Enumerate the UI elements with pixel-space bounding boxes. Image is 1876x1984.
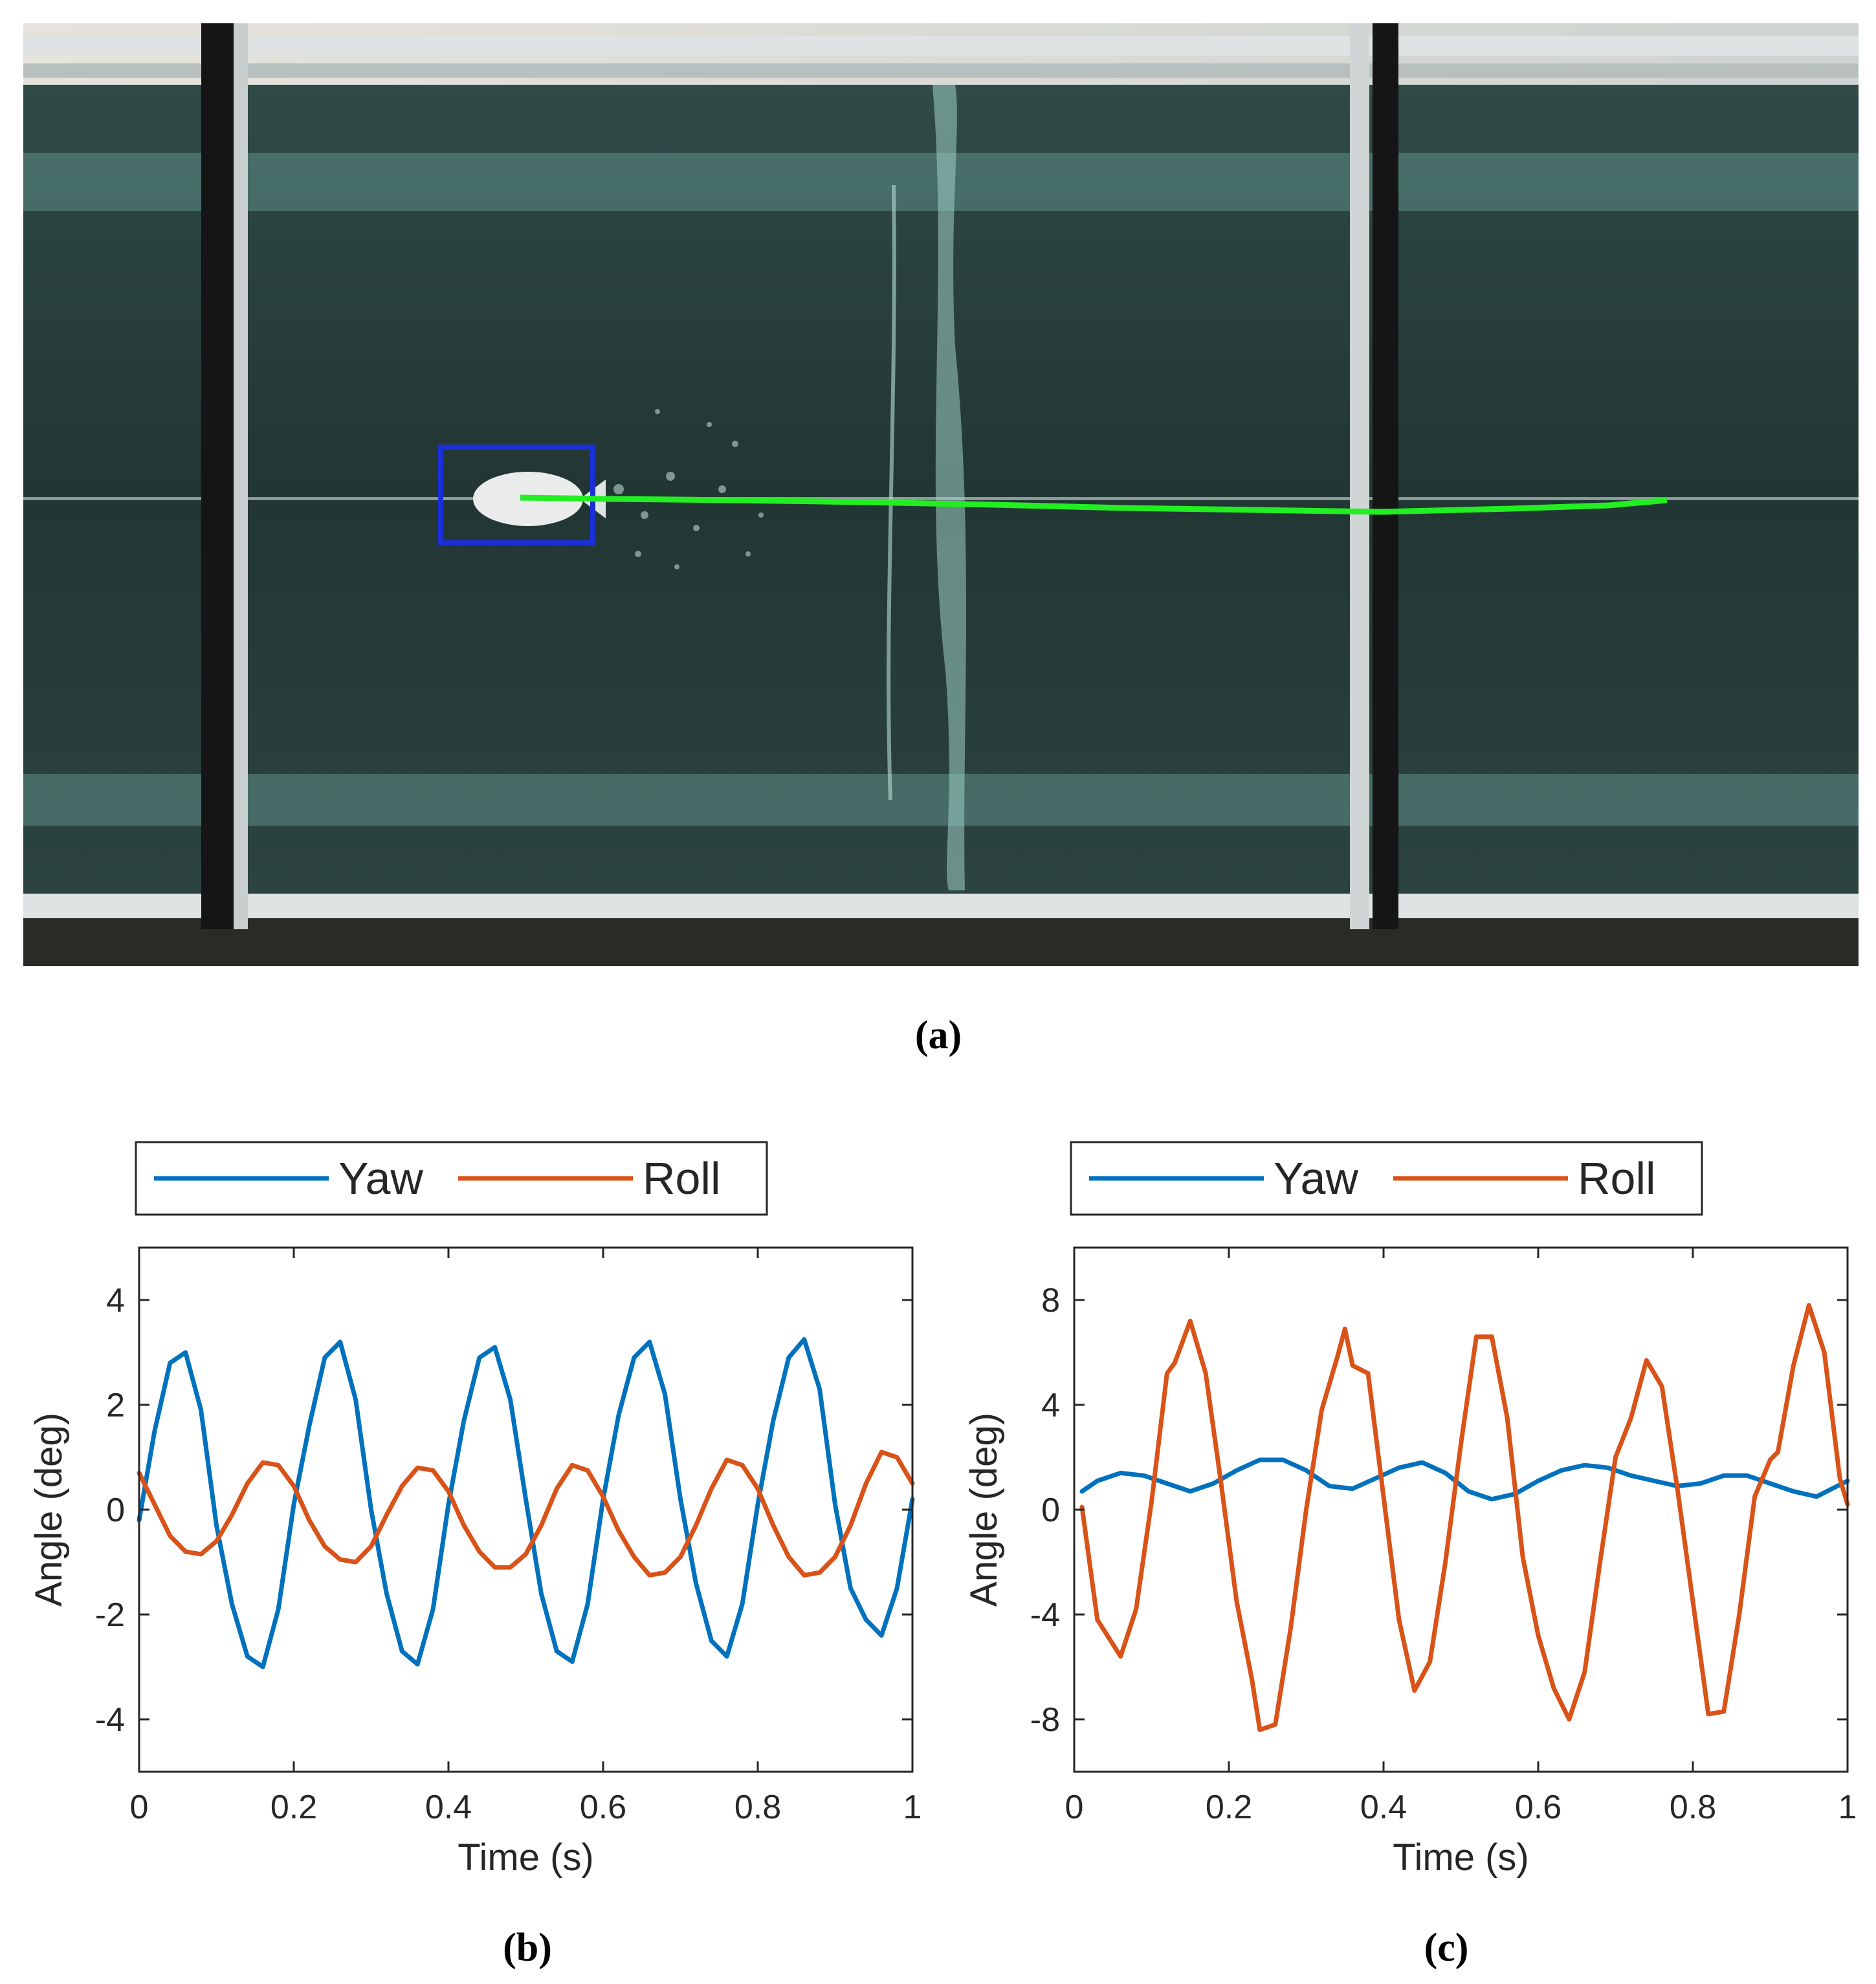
y-tick-label: 0 [1041, 1492, 1060, 1529]
y-tick-label: -2 [95, 1596, 125, 1634]
x-tick-label: 0.4 [425, 1789, 472, 1826]
top-rail-2 [23, 63, 1859, 78]
x-tick-label: 1 [1838, 1789, 1857, 1826]
top-rail [23, 36, 1859, 56]
left-post-rail [234, 23, 248, 929]
x-tick-label: 0.2 [270, 1789, 317, 1826]
series-line-roll [1079, 1303, 1850, 1732]
bottom-rail [23, 894, 1859, 918]
legend-label-yaw: Yaw [338, 1153, 423, 1204]
x-tick-label: 0.8 [734, 1789, 781, 1826]
x-tick-label: 0 [1065, 1789, 1084, 1826]
caption-c: (c) [1424, 1926, 1469, 1970]
trajectory-line [520, 494, 1668, 515]
y-tick-label: 4 [106, 1282, 125, 1319]
legend-label-yaw: Yaw [1274, 1153, 1358, 1204]
series-line-yaw [1079, 1457, 1850, 1502]
x-axis-label: Time (s) [1393, 1836, 1528, 1879]
bottom-floor [23, 916, 1859, 966]
x-tick-label: 0.2 [1206, 1789, 1252, 1826]
x-tick-label: 0.6 [580, 1789, 626, 1826]
y-tick-label: -4 [95, 1701, 125, 1739]
caption-b: (b) [503, 1926, 552, 1970]
right-post [1373, 23, 1398, 929]
caption-a: (a) [914, 1013, 962, 1057]
x-tick-label: 1 [903, 1789, 922, 1826]
x-tick-label: 0.8 [1670, 1789, 1716, 1826]
y-tick-label: 8 [1041, 1282, 1060, 1319]
bubble-column [932, 85, 966, 890]
series-line-roll [137, 1449, 915, 1578]
chart-panel-c: 0 0.2 0.4 0.6 0.8 1 -8 -4 0 4 8 Time (s) Angle (deg)… [963, 1141, 1857, 1879]
y-axis-label: Angle (deg) [963, 1413, 1005, 1607]
flume-photo [23, 23, 1859, 966]
y-tick-label: -8 [1030, 1701, 1060, 1739]
y-axis-label: Angle (deg) [28, 1413, 70, 1607]
left-post [201, 23, 234, 929]
water-surface-band-bottom [23, 774, 1859, 826]
x-tick-label: 0 [130, 1789, 149, 1826]
wake-bubbles [613, 409, 764, 569]
y-tick-label: 4 [1041, 1387, 1060, 1424]
y-tick-label: 2 [106, 1387, 125, 1424]
x-axis-label: Time (s) [458, 1836, 593, 1879]
right-post-rail [1350, 23, 1369, 929]
y-tick-label: 0 [106, 1492, 125, 1529]
legend-label-roll: Roll [643, 1153, 721, 1204]
x-tick-label: 0.6 [1515, 1789, 1561, 1826]
series-line-yaw [137, 1337, 915, 1670]
x-tick-label: 0.4 [1360, 1789, 1407, 1826]
y-tick-label: -4 [1030, 1596, 1060, 1634]
charts-svg: 0 0.2 0.4 0.6 0.8 1 -4 -2 0 2 4 Time (s) Angle (deg)… [28, 1141, 1857, 1879]
tracking-box [438, 445, 595, 546]
legend-label-roll: Roll [1578, 1153, 1656, 1204]
chart-panel-b: 0 0.2 0.4 0.6 0.8 1 -4 -2 0 2 4 Time (s) Angle (deg)… [28, 1141, 922, 1879]
